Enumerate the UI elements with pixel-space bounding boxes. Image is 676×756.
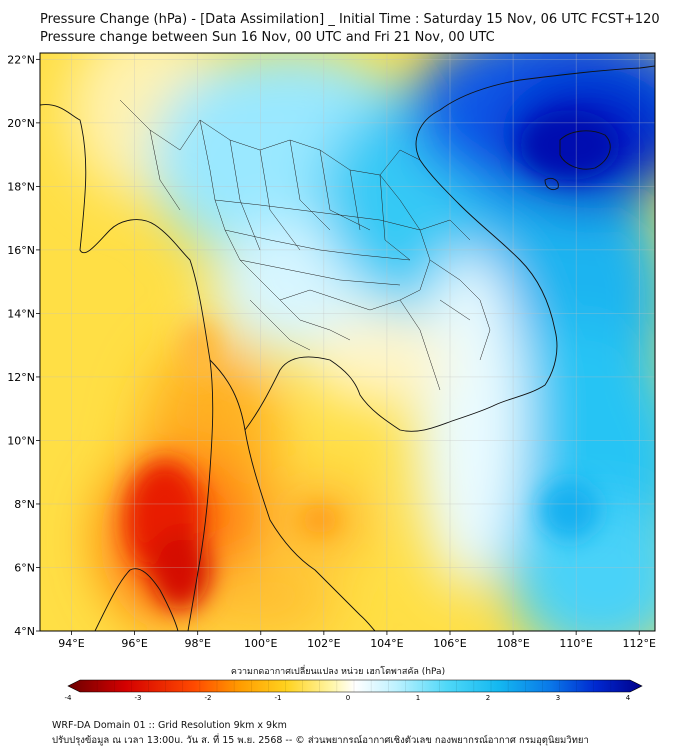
map-subtitle: Pressure change between Sun 16 Nov, 00 U…: [40, 30, 495, 45]
lat-tick-label: 16°N: [7, 244, 35, 257]
colorbar-tick-label: -2: [205, 694, 212, 702]
lat-tick-label: 14°N: [7, 307, 35, 320]
lon-tick-label: 102°E: [307, 637, 340, 650]
lon-tick-label: 96°E: [121, 637, 147, 650]
longitude-labels: 94°E 96°E 98°E 100°E 102°E 104°E 106°E 108°E 110…: [58, 631, 656, 650]
map-title: Pressure Change (hPa) - [Data Assimilati…: [40, 12, 660, 27]
colorbar-bar: [67, 679, 643, 693]
footer-model-info: WRF-DA Domain 01 :: Grid Resolution 9km …: [52, 720, 287, 731]
colorbar-title: ความกดอากาศเปลี่ยนแปลง หน่วย เฮกโตพาสคัล…: [230, 667, 446, 677]
lon-tick-label: 110°E: [559, 637, 592, 650]
lon-tick-label: 100°E: [244, 637, 277, 650]
lat-tick-label: 6°N: [14, 561, 35, 574]
lat-tick-label: 10°N: [7, 434, 35, 447]
colorbar-tick-label: -4: [65, 694, 73, 702]
lat-tick-label: 22°N: [7, 53, 35, 66]
colorbar-tick-label: -1: [275, 694, 282, 702]
colorbar-tick-label: -3: [135, 694, 142, 702]
colorbar: -4 -3 -2 -1 0 1 2 3 4: [65, 679, 643, 702]
gridlines: [40, 53, 655, 631]
lon-tick-label: 104°E: [370, 637, 403, 650]
colorbar-tick-label: 0: [346, 694, 350, 702]
lon-tick-label: 112°E: [623, 637, 656, 650]
lon-tick-label: 98°E: [184, 637, 210, 650]
lon-tick-label: 108°E: [496, 637, 529, 650]
footer-update-info: ปรับปรุงข้อมูล ณ เวลา 13:00u. วัน ส. ที่…: [52, 735, 589, 746]
lat-tick-label: 20°N: [7, 117, 35, 130]
colorbar-tick-label: 4: [626, 694, 631, 702]
coastlines: [40, 65, 655, 631]
lat-tick-label: 18°N: [7, 180, 35, 193]
map-frame: [39, 52, 656, 632]
lat-tick-label: 4°N: [14, 625, 35, 638]
colorbar-tick-label: 2: [486, 694, 490, 702]
lon-tick-label: 94°E: [58, 637, 84, 650]
colorbar-ticks: -4 -3 -2 -1 0 1 2 3 4: [65, 680, 631, 702]
latitude-labels: 22°N 20°N 18°N 16°N 14°N 12°N 10°N 8°N 6°N 4°N: [7, 53, 40, 638]
lon-tick-label: 106°E: [433, 637, 466, 650]
colorbar-tick-label: 3: [556, 694, 560, 702]
pressure-field: [40, 53, 655, 631]
colorbar-tick-label: 1: [416, 694, 420, 702]
lat-tick-label: 8°N: [14, 498, 35, 511]
lat-tick-label: 12°N: [7, 371, 35, 384]
province-borders: [119, 99, 491, 391]
